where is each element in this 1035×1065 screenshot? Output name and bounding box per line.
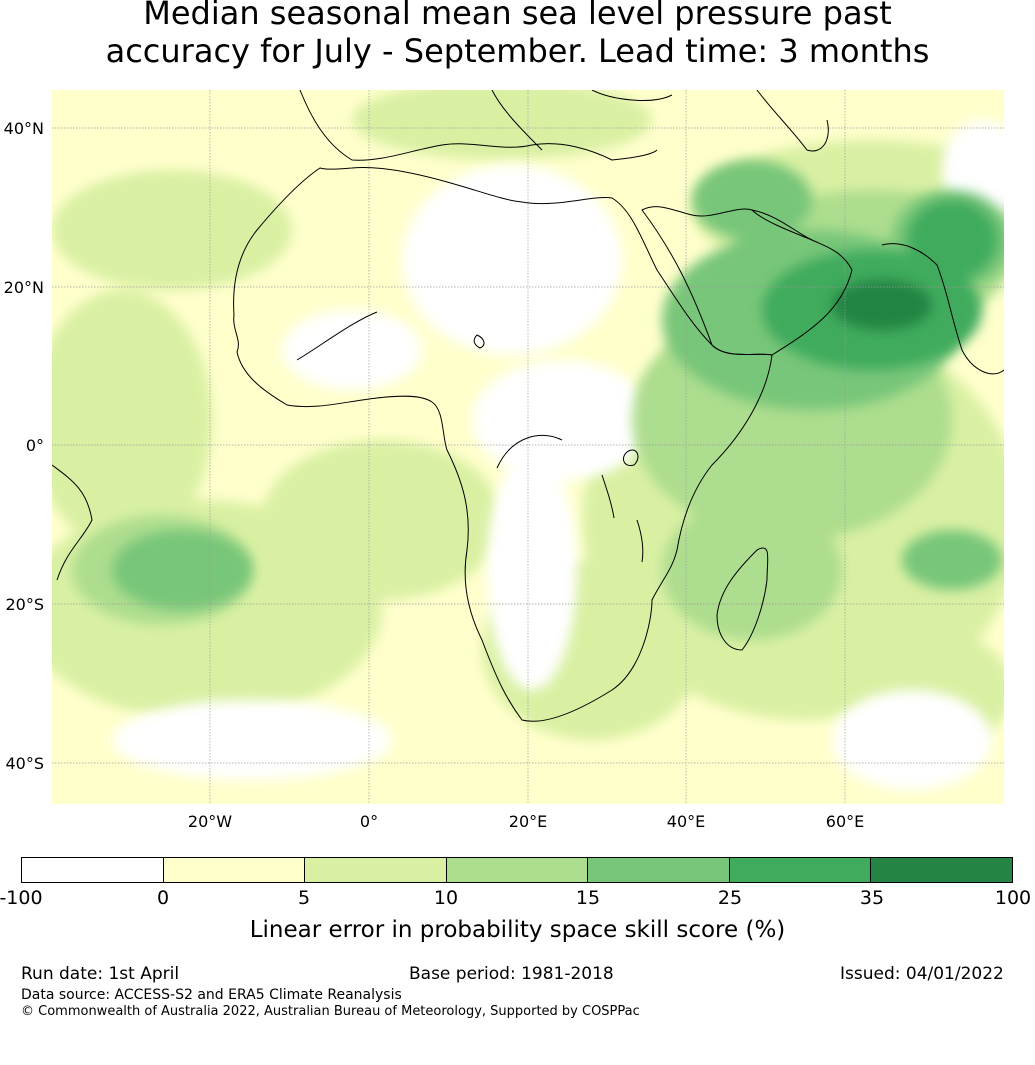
europe-coastline [299, 90, 658, 161]
colorbar-tick: 5 [297, 887, 311, 909]
italy-coastline [491, 90, 543, 151]
coastlines [52, 90, 1004, 722]
colorbar-tick: 15 [575, 887, 601, 909]
black-sea-coastline [591, 90, 673, 101]
skill-region-below-0 [112, 120, 1004, 790]
lake-tanganyika [601, 474, 615, 519]
graticule [52, 90, 1004, 804]
title-line-1: Median seasonal mean sea level pressure … [143, 0, 892, 32]
lon-label-40e: 40°E [666, 812, 706, 831]
colorbar-segment [446, 858, 589, 882]
issued-date: Issued: 04/01/2022 [840, 964, 1004, 984]
lon-label-20w: 20°W [187, 812, 233, 831]
caspian-coastline [756, 90, 829, 152]
lat-label-40n: 40°N [3, 119, 44, 138]
base-period: Base period: 1981-2018 [409, 964, 614, 984]
colorbar-segment [588, 858, 730, 882]
lat-label-40s: 40°S [5, 754, 44, 773]
colorbar-label: Linear error in probability space skill … [249, 917, 786, 943]
copyright: © Commonwealth of Australia 2022, Austra… [21, 1004, 640, 1019]
colorbar-tick: 10 [433, 887, 459, 909]
lon-label-20e: 20°E [508, 812, 548, 831]
colorbar-tick: 25 [717, 887, 743, 909]
madagascar-coastline [716, 547, 769, 651]
lon-label-60e: 60°E [825, 812, 865, 831]
lake-malawi [636, 519, 644, 563]
india-coastline [881, 243, 1004, 375]
map-title: Median seasonal mean sea level pressure … [0, 0, 1035, 70]
colorbar-segment [729, 858, 872, 882]
colorbar-tick: -100 [0, 887, 43, 909]
colorbar-tick: 35 [859, 887, 885, 909]
colorbar-tick: 0 [156, 887, 170, 909]
south-america-coastline [52, 464, 93, 581]
lake-chad [473, 334, 485, 349]
colorbar-segment [22, 858, 164, 882]
lat-label-20n: 20°N [3, 278, 44, 297]
colorbar-segment [305, 858, 447, 882]
run-date: Run date: 1st April [21, 964, 180, 984]
colorbar-tick: 100 [994, 887, 1032, 909]
colorbar-segment [163, 858, 306, 882]
colorbar-segment [871, 858, 1013, 882]
persian-gulf-coastline [751, 209, 813, 241]
lake-victoria [623, 449, 639, 467]
skill-score-map [52, 90, 1004, 804]
congo-river [496, 434, 563, 469]
map-svg [52, 90, 1004, 804]
colorbar [21, 857, 1013, 883]
arabian-peninsula-coastline [641, 206, 853, 356]
lat-label-0: 0° [25, 436, 44, 455]
lon-label-0: 0° [359, 812, 379, 831]
data-source: Data source: ACCESS-S2 and ERA5 Climate … [21, 987, 402, 1003]
skill-region-35-100 [832, 280, 932, 330]
title-line-2: accuracy for July - September. Lead time… [105, 32, 930, 70]
lat-label-20s: 20°S [5, 595, 44, 614]
niger-river [296, 311, 378, 361]
africa-coastline [233, 166, 773, 722]
